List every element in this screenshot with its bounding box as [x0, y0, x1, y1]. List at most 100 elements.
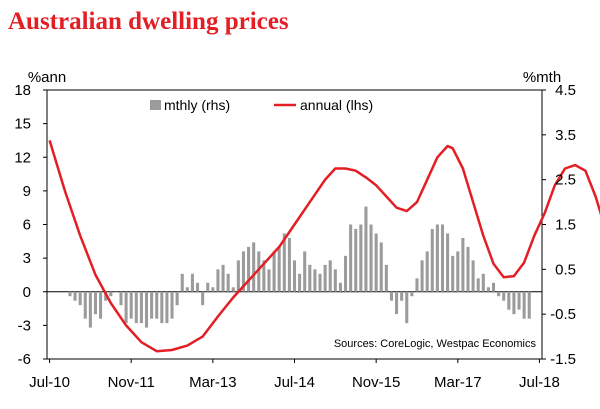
bar-mthly [420, 260, 424, 292]
bar-mthly [354, 228, 358, 292]
bar-mthly [527, 291, 531, 319]
bar-mthly [292, 260, 297, 292]
bar-mthly [374, 233, 378, 292]
bar-mthly [410, 291, 414, 297]
bar-mthly [359, 224, 363, 292]
bar-mthly [517, 291, 521, 310]
right-tick-label: 0.5 [555, 261, 576, 278]
bar-mthly [211, 287, 215, 292]
left-tick-label: 3 [23, 250, 31, 267]
bar-mthly [247, 246, 251, 292]
bar-mthly [124, 291, 128, 324]
bar-mthly [415, 278, 419, 292]
bar-mthly [308, 264, 312, 292]
bar-mthly [109, 291, 113, 297]
bar-mthly [104, 291, 108, 301]
bar-mthly [262, 260, 266, 292]
bar-mthly [379, 242, 383, 292]
bar-mthly [119, 291, 123, 306]
bar-mthly [216, 269, 220, 292]
bar-mthly [165, 291, 169, 324]
bar-mthly [512, 291, 516, 315]
bar-mthly [129, 291, 133, 319]
bar-mthly [201, 291, 205, 306]
left-tick-label: 12 [14, 149, 31, 166]
bar-mthly [313, 269, 317, 292]
left-tick-label: 6 [23, 217, 31, 234]
bar-mthly [466, 246, 470, 292]
bar-mthly [175, 291, 179, 306]
right-tick-label: 3.5 [555, 127, 576, 144]
bar-mthly [68, 291, 72, 297]
bar-mthly [456, 251, 460, 292]
bar-mthly [486, 287, 490, 292]
bar-mthly [231, 287, 235, 292]
legend: mthly (rhs) annual (lhs) [150, 97, 373, 113]
bar-mthly [303, 251, 307, 292]
annual-line-group [48, 140, 600, 353]
x-tick-label: Nov-11 [108, 374, 155, 391]
bar-mthly [395, 291, 399, 315]
bar-mthly [400, 291, 404, 301]
bar-mthly [389, 291, 393, 301]
bar-mthly [134, 291, 138, 324]
bar-mthly [461, 237, 465, 292]
bar-mthly [170, 291, 174, 319]
bar-mthly [277, 246, 281, 292]
bar-mthly [451, 255, 455, 292]
bar-mthly [226, 273, 230, 292]
left-tick-label: 0 [23, 284, 31, 301]
right-tick-label: -1.5 [550, 351, 576, 368]
left-tick-label: 9 [23, 183, 31, 200]
bar-mthly [298, 273, 302, 292]
bar-mthly [481, 273, 485, 292]
bar-mthly [405, 291, 409, 324]
bar-mthly [491, 282, 496, 292]
bar-mthly [114, 291, 118, 293]
bar-mthly [333, 269, 337, 292]
x-tick-label: Jul-14 [274, 374, 315, 391]
left-axis-label: %ann [28, 69, 66, 86]
left-tick-label: -6 [18, 351, 31, 368]
bar-mthly [522, 291, 526, 319]
bar-mthly [435, 224, 439, 292]
bar-mthly [338, 282, 342, 292]
bar-mthly [190, 273, 194, 292]
left-tick-label: 18 [14, 82, 31, 99]
right-axis-label: %mth [523, 69, 561, 86]
bar-mthly [99, 291, 103, 319]
x-tick-label: Jul-18 [519, 374, 560, 391]
bar-mthly [502, 291, 506, 301]
bar-mthly [180, 273, 184, 292]
bar-mthly [236, 260, 240, 292]
right-tick-label: 1.5 [555, 217, 576, 234]
legend-mthly-label: mthly (rhs) [164, 97, 230, 113]
bar-mthly [446, 233, 450, 292]
bar-mthly [287, 237, 291, 292]
bar-mthly [476, 278, 480, 292]
bar-mthly [328, 260, 332, 292]
left-axis-ticks: 18 15 12 9 6 3 0 -3 -6 [14, 82, 47, 368]
legend-annual-label: annual (lhs) [300, 97, 373, 113]
legend-bar-swatch [150, 100, 161, 110]
bar-mthly [83, 291, 87, 319]
bar-mthly [150, 291, 154, 319]
chart-title: Australian dwelling prices [8, 8, 289, 35]
annual-line [48, 140, 600, 353]
bar-mthly [471, 260, 475, 292]
bar-mthly [144, 291, 149, 328]
x-tick-label: Mar-13 [189, 374, 237, 391]
bar-mthly [282, 233, 286, 292]
bar-mthly [221, 264, 225, 292]
left-tick-label: -3 [18, 317, 31, 334]
source-note: Sources: CoreLogic, Westpac Economics [334, 338, 537, 350]
bar-mthly [425, 251, 429, 292]
right-tick-label: 4.5 [555, 82, 576, 99]
bar-mthly [384, 264, 388, 292]
bar-mthly [349, 224, 353, 292]
right-tick-label: 2.5 [555, 172, 576, 189]
bar-mthly [139, 291, 143, 324]
bar-mthly [155, 291, 159, 319]
bar-mthly [440, 224, 445, 292]
